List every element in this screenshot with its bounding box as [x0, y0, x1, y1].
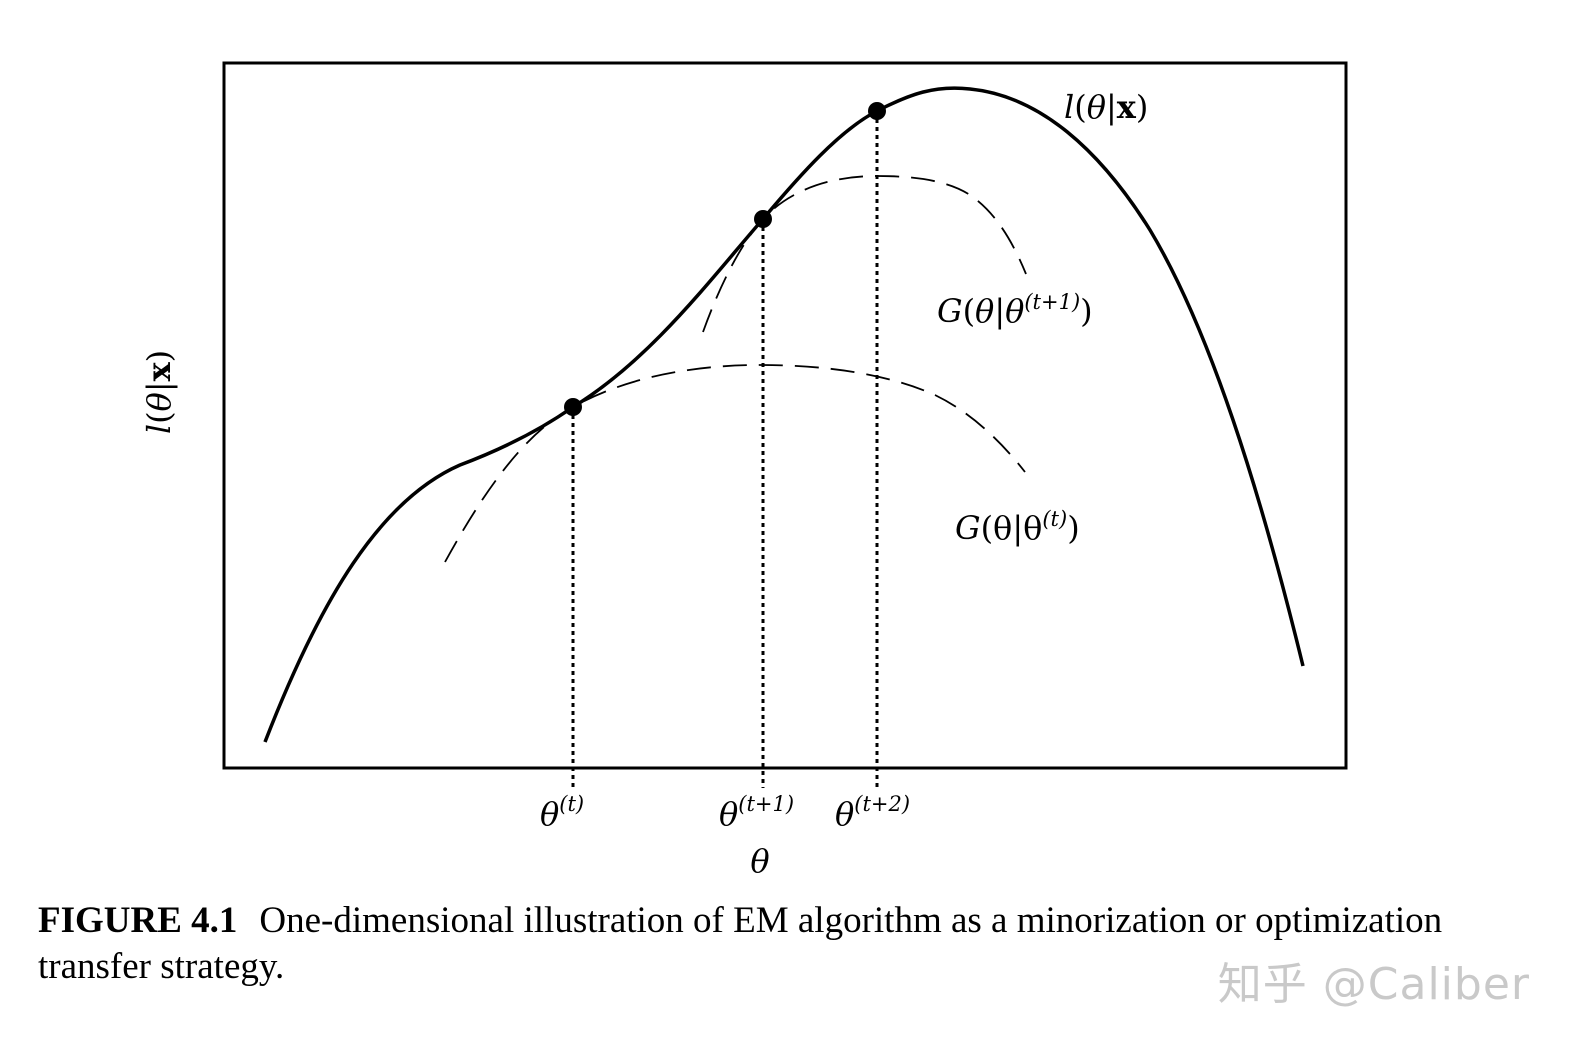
em-diagram: l(θ|x) G(θ|θ(t+1)) G(θ|θ(t)) l(θ|x) θ(t)…	[140, 61, 1348, 880]
caption-text: One-dimensional illustration of EM algor…	[38, 900, 1443, 987]
y-axis-label: l(θ|x)	[140, 350, 178, 434]
surrogate-label-t1: G(θ|θ(t+1))	[937, 290, 1093, 330]
surrogate-curve-t1	[702, 175, 1027, 333]
figure-number: FIGURE 4.1	[38, 900, 238, 941]
point-theta-t1	[754, 210, 772, 228]
likelihood-curve	[263, 86, 1305, 743]
point-theta-t2	[868, 102, 886, 120]
x-axis-label: θ	[750, 842, 769, 880]
figure-caption: FIGURE 4.1 One-dimensional illustration o…	[38, 898, 1498, 990]
point-theta-t	[564, 398, 582, 416]
surrogate-label-t: G(θ|θ(t))	[955, 507, 1080, 547]
likelihood-label: l(θ|x)	[1064, 88, 1148, 126]
tick-label-theta-t: θ(t)	[540, 792, 584, 833]
tick-label-theta-t2: θ(t+2)	[835, 792, 910, 833]
surrogate-curve-t	[444, 364, 1026, 563]
tick-label-theta-t1: θ(t+1)	[719, 792, 794, 833]
watermark: 知乎 @Caliber	[1217, 959, 1530, 1010]
plot-frame	[222, 61, 1348, 770]
